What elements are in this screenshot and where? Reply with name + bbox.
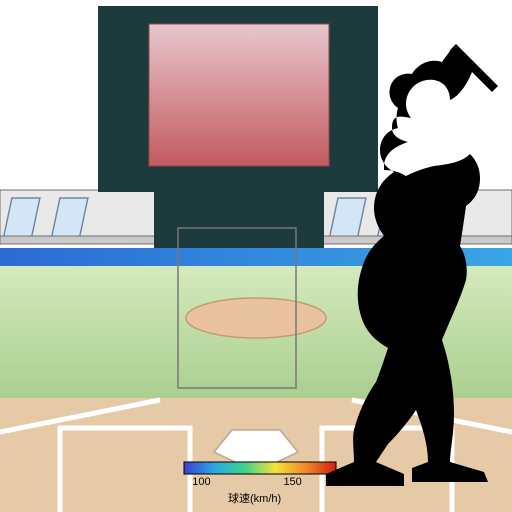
legend-tick: 100 <box>192 476 210 488</box>
scoreboard-base <box>154 192 324 248</box>
scoreboard-screen <box>149 24 329 166</box>
pitchers-mound <box>186 298 326 338</box>
legend-title: 球速(km/h) <box>228 490 281 506</box>
legend-tick: 150 <box>283 476 301 488</box>
legend-bar <box>184 462 336 474</box>
